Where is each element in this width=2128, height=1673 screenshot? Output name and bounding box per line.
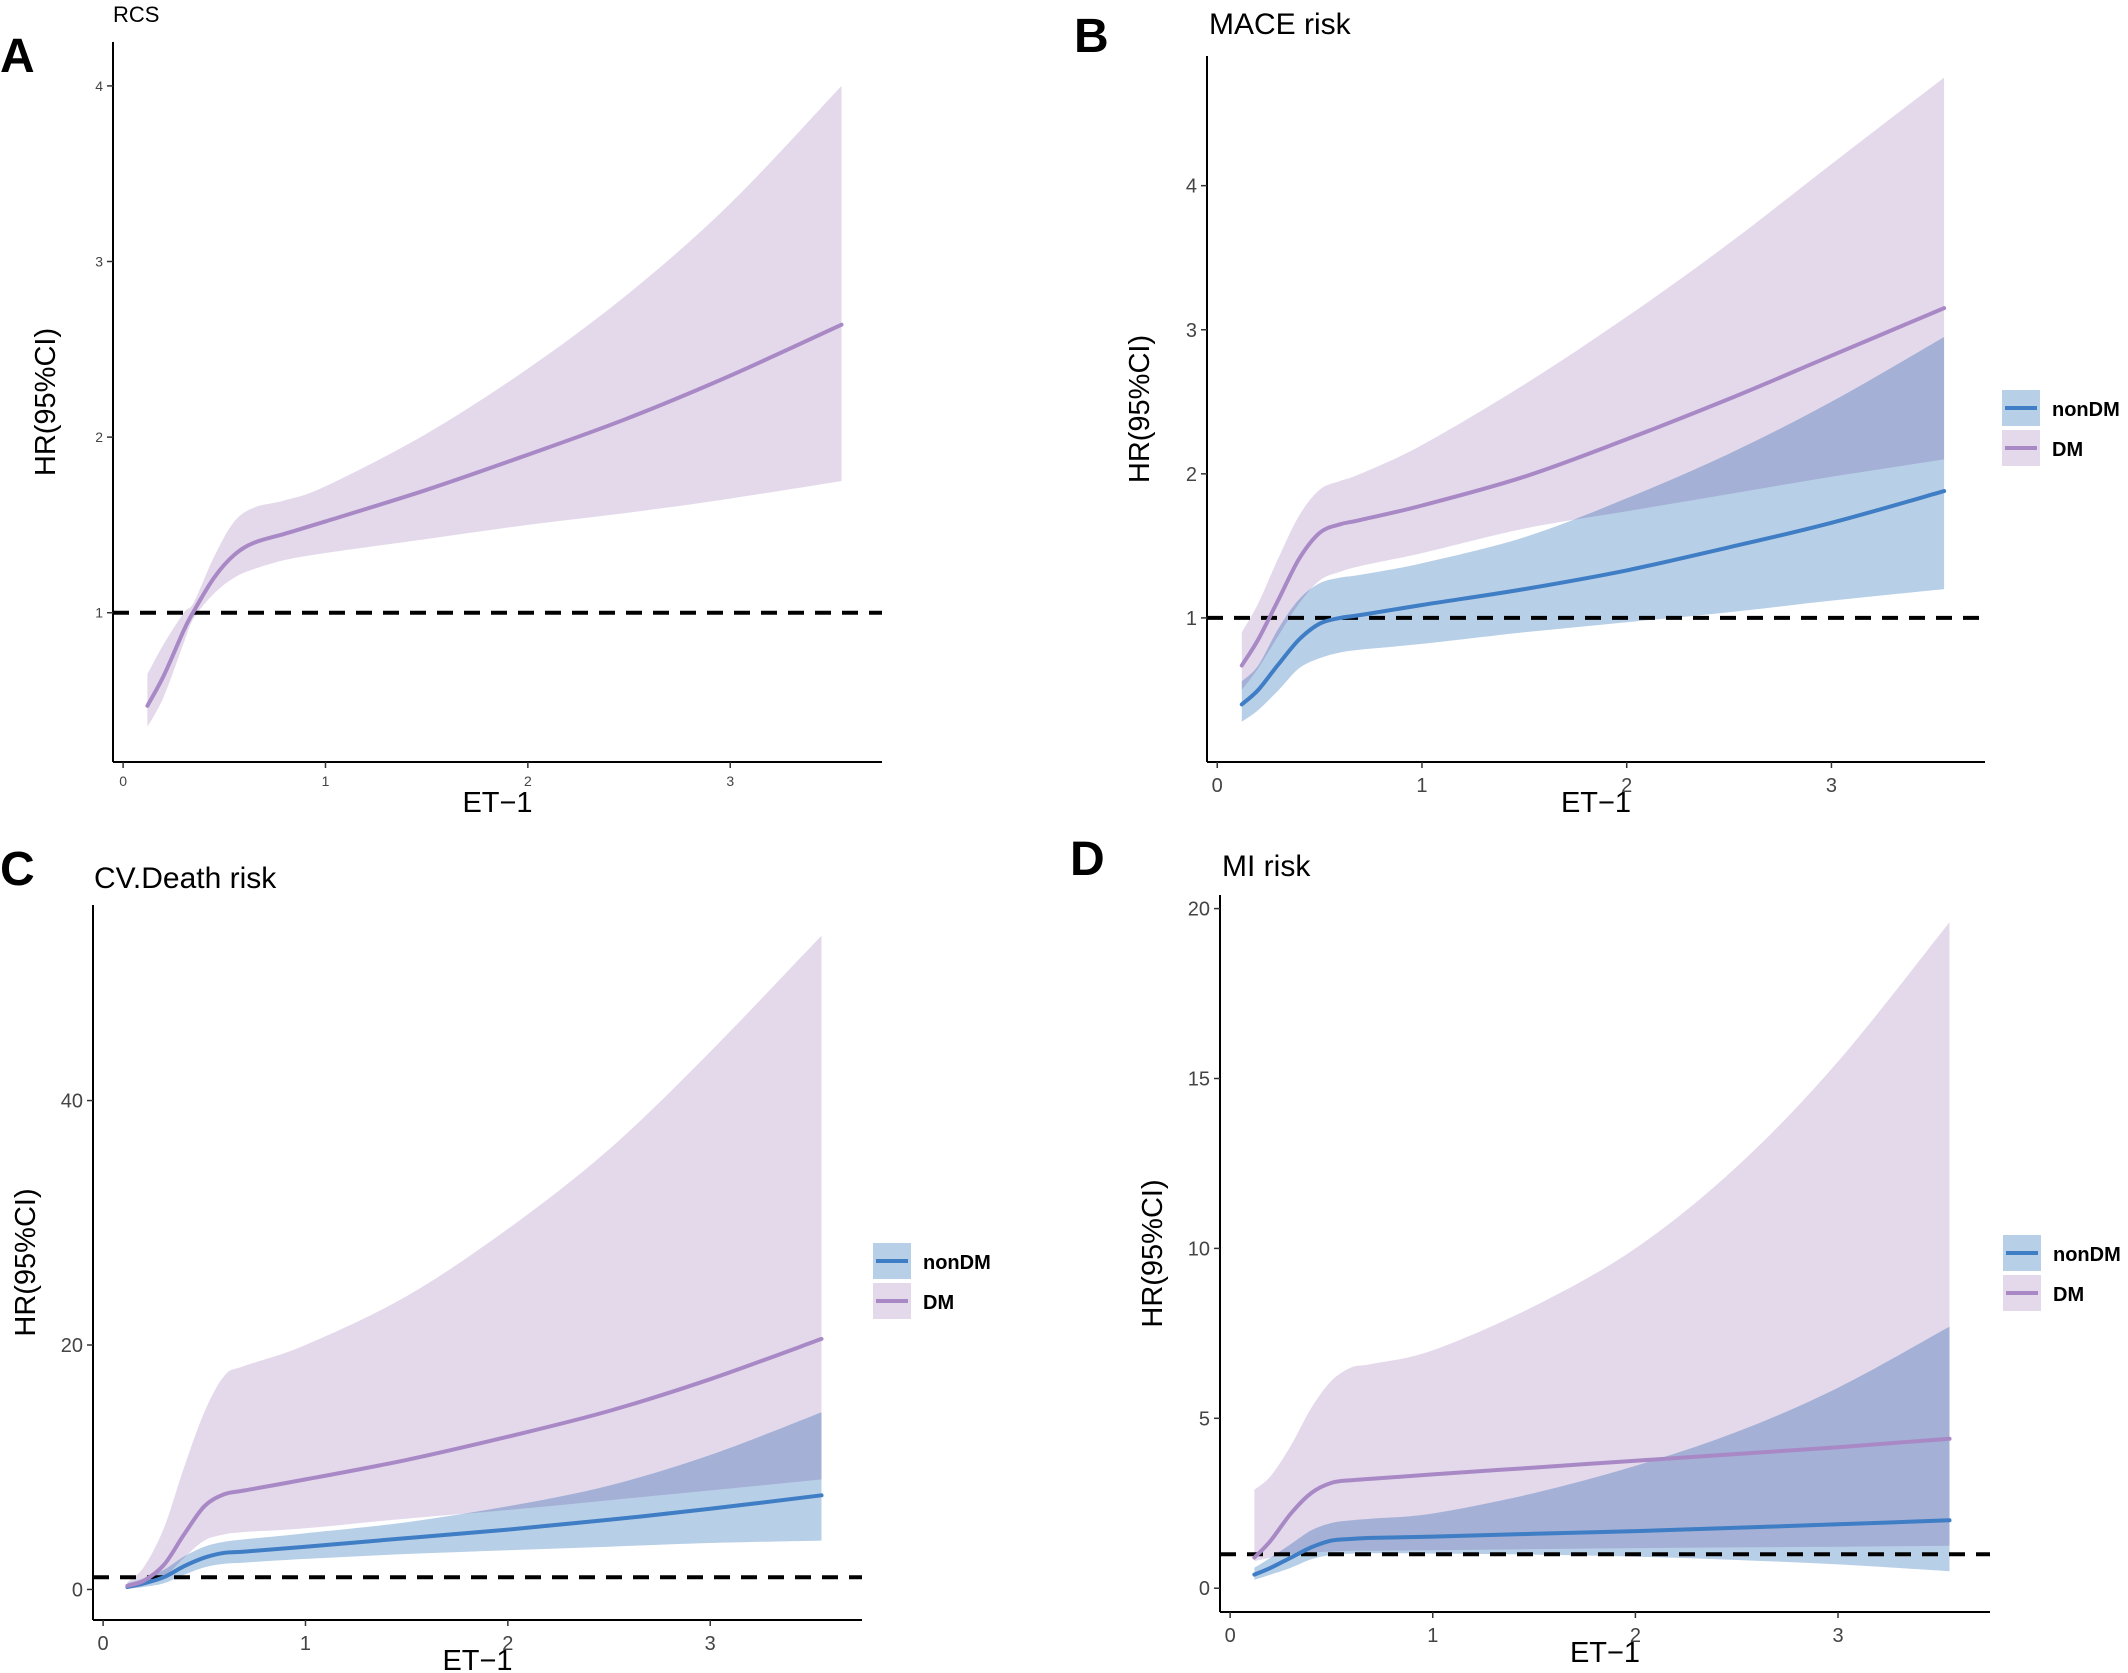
y-tick-label: 4: [1186, 176, 1197, 198]
x-axis-label: ET−1: [462, 787, 532, 819]
x-axis-label: ET−1: [1561, 787, 1631, 819]
x-tick-label: 1: [1427, 1625, 1438, 1647]
dm-hr-line: [1239, 306, 1947, 668]
panel-title: MI risk: [1222, 850, 1311, 883]
y-tick-label: 40: [61, 1091, 83, 1113]
x-tick-label: 2: [502, 1633, 513, 1655]
x-tick-label: 0: [1225, 1625, 1236, 1647]
dm-ci-band: [1241, 77, 1945, 691]
y-tick-label: 15: [1188, 1068, 1210, 1090]
y-tick-label: 1: [95, 605, 103, 621]
nondm-ci-band: [127, 1412, 822, 1589]
dm-ci-band: [1254, 922, 1950, 1561]
legend-label: DM: [2053, 1284, 2084, 1306]
nondm-hr-line: [125, 1493, 824, 1589]
y-tick-label: 0: [72, 1579, 83, 1601]
y-tick-label: 3: [1186, 320, 1197, 342]
y-tick-label: 1: [1186, 608, 1197, 630]
series-0-hr-line: [145, 322, 844, 708]
dm-ci-band: [127, 935, 822, 1589]
dm-hr-line: [125, 1336, 824, 1588]
legend: nonDM DM: [2003, 1235, 2121, 1311]
panel-title: CV.Death risk: [94, 862, 277, 895]
x-axis-label: ET−1: [1570, 1637, 1640, 1669]
y-tick-label: 2: [95, 429, 103, 445]
legend: nonDM DM: [873, 1243, 991, 1319]
x-tick-label: 0: [98, 1633, 109, 1655]
legend-label: DM: [923, 1292, 954, 1314]
y-tick-label: 10: [1188, 1238, 1210, 1260]
panel-letter: C: [0, 843, 35, 896]
x-tick-label: 1: [322, 773, 330, 789]
y-tick-label: 20: [1188, 899, 1210, 921]
panel-letter: D: [1070, 833, 1105, 886]
y-tick-label: 4: [95, 78, 103, 94]
legend-label: DM: [2052, 439, 2083, 461]
y-tick-label: 20: [61, 1335, 83, 1357]
x-tick-label: 0: [119, 773, 127, 789]
legend-label: nonDM: [2053, 1244, 2121, 1266]
y-axis-label: HR(95%CI): [1124, 335, 1156, 483]
panel-letter: A: [0, 30, 35, 83]
panel-title: RCS: [113, 2, 159, 27]
x-tick-label: 1: [1416, 775, 1427, 797]
y-tick-label: 5: [1199, 1408, 1210, 1430]
y-axis-label: HR(95%CI): [30, 328, 62, 476]
legend-label: nonDM: [923, 1252, 991, 1274]
panel-title: MACE risk: [1209, 8, 1352, 41]
panel-c: 0 1 2 3 0 20 40 ET−1 HR(95%CI) CV.Death risk CnonD…: [0, 843, 991, 1673]
nondm-hr-line: [1252, 1518, 1952, 1577]
nondm-ci-band: [1241, 337, 1945, 722]
y-tick-label: 0: [1199, 1578, 1210, 1600]
y-axis-label: HR(95%CI): [10, 1188, 42, 1336]
nondm-hr-line: [1239, 489, 1947, 707]
x-tick-label: 3: [726, 773, 734, 789]
x-tick-label: 3: [705, 1633, 716, 1655]
x-tick-label: 2: [1621, 775, 1632, 797]
x-tick-label: 2: [1630, 1625, 1641, 1647]
legend: nonDM DM: [2002, 390, 2120, 466]
series-0-ci-band: [147, 85, 842, 727]
x-tick-label: 0: [1212, 775, 1223, 797]
y-axis-label: HR(95%CI): [1137, 1179, 1169, 1327]
panel-a: 0 1 2 3 1 2 3 4 ET−1 HR(95%CI) RCS A: [0, 2, 882, 819]
y-tick-label: 3: [95, 253, 103, 269]
x-axis-label: ET−1: [442, 1645, 512, 1673]
panel-letter: B: [1074, 10, 1109, 63]
x-tick-label: 2: [524, 773, 532, 789]
y-tick-label: 2: [1186, 464, 1197, 486]
legend-label: nonDM: [2052, 399, 2120, 421]
x-tick-label: 3: [1832, 1625, 1843, 1647]
x-tick-label: 3: [1826, 775, 1837, 797]
x-tick-label: 1: [300, 1633, 311, 1655]
dm-hr-line: [1252, 1436, 1952, 1560]
